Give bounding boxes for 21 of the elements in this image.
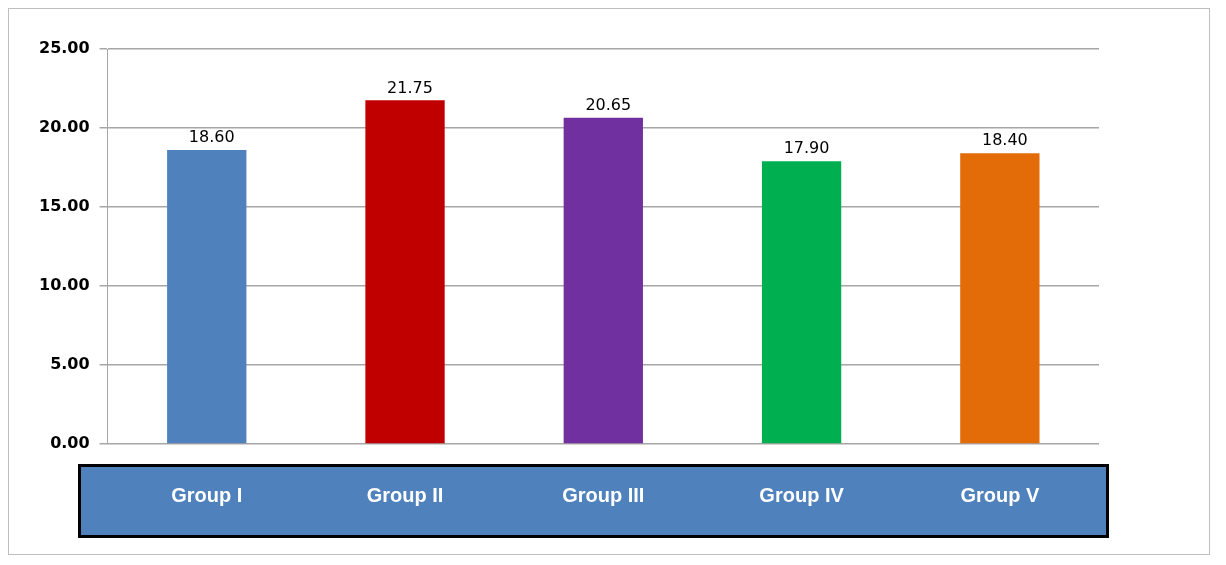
x-tick-label: Group III <box>562 483 645 506</box>
bar <box>563 117 643 444</box>
data-label: 18.40 <box>981 130 1028 150</box>
data-label: 20.65 <box>585 94 632 114</box>
bar <box>167 150 247 444</box>
x-tick-label: Group IV <box>759 483 845 506</box>
x-tick-label: Group V <box>960 483 1040 506</box>
bar <box>365 100 445 444</box>
y-tick-label: 25.00 <box>39 38 90 58</box>
data-label: 18.60 <box>188 127 235 147</box>
y-tick-label: 10.00 <box>39 275 90 295</box>
y-tick-label: 15.00 <box>39 196 90 216</box>
y-tick-label: 0.00 <box>50 433 90 453</box>
bar <box>960 153 1040 444</box>
x-tick-label: Group I <box>171 483 243 506</box>
bar <box>761 161 842 444</box>
data-label: 21.75 <box>387 77 433 97</box>
y-tick-label: 20.00 <box>39 117 90 137</box>
data-label: 17.90 <box>783 138 830 158</box>
x-tick-label: Group II <box>366 483 444 506</box>
y-tick-label: 5.00 <box>50 354 90 374</box>
